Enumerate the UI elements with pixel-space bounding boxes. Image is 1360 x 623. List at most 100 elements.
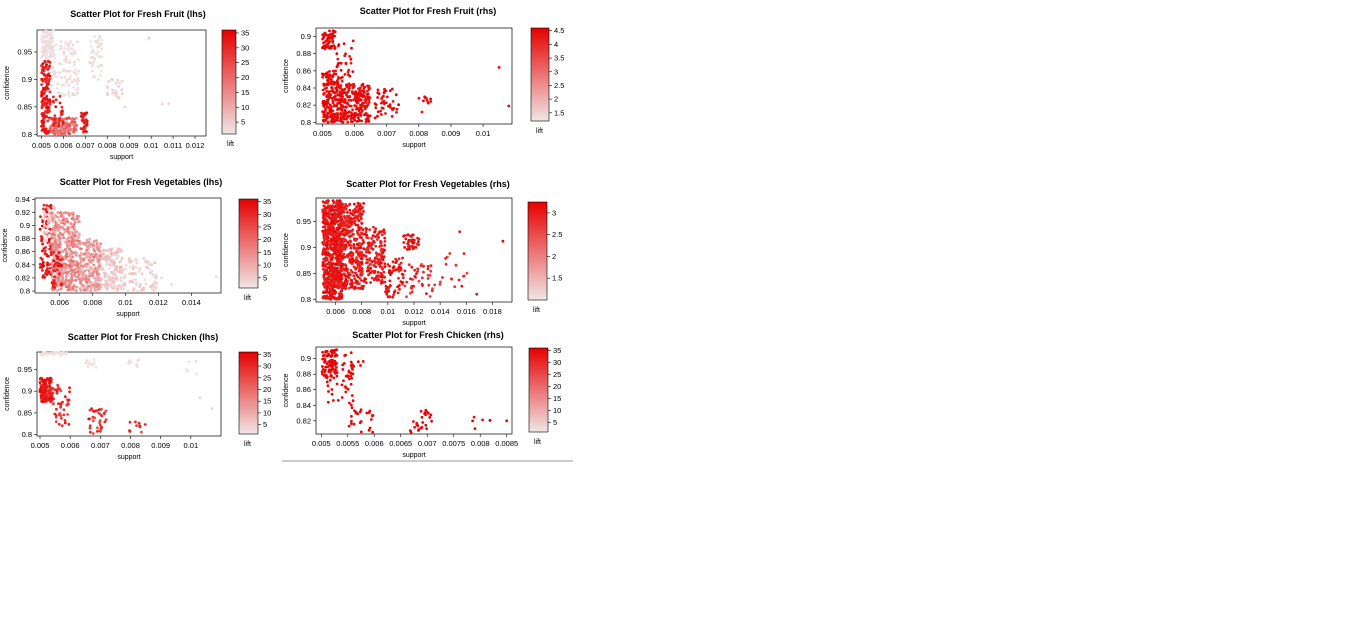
data-point bbox=[321, 357, 324, 361]
data-point bbox=[327, 295, 331, 299]
data-point bbox=[77, 219, 81, 223]
y-axis-label: confidence bbox=[4, 377, 11, 411]
data-point bbox=[64, 55, 68, 59]
data-point bbox=[40, 55, 44, 59]
data-point bbox=[475, 292, 479, 296]
data-point bbox=[376, 260, 380, 264]
data-point bbox=[52, 73, 56, 77]
x-tick-label: 0.0075 bbox=[442, 439, 465, 448]
data-point bbox=[365, 269, 369, 273]
data-point bbox=[50, 271, 53, 275]
data-point bbox=[378, 230, 382, 234]
data-point bbox=[336, 89, 339, 92]
data-point bbox=[402, 234, 405, 238]
data-point bbox=[122, 287, 125, 291]
y-tick-label: 0.8 bbox=[22, 130, 32, 139]
data-point bbox=[344, 353, 347, 357]
x-tick-label: 0.005 bbox=[312, 439, 331, 448]
data-point bbox=[61, 233, 64, 237]
data-point bbox=[104, 256, 108, 259]
data-point bbox=[344, 61, 348, 65]
data-point bbox=[324, 265, 328, 268]
data-point bbox=[368, 251, 371, 255]
data-point bbox=[342, 272, 346, 275]
data-point bbox=[41, 46, 44, 50]
data-point bbox=[214, 275, 218, 278]
data-point bbox=[47, 207, 51, 211]
data-point bbox=[48, 379, 52, 383]
data-point bbox=[39, 215, 42, 219]
data-point bbox=[356, 116, 360, 120]
data-point bbox=[52, 259, 56, 263]
data-point bbox=[62, 218, 65, 222]
data-point bbox=[75, 72, 78, 76]
data-point bbox=[323, 214, 326, 218]
data-point bbox=[334, 94, 337, 98]
data-point bbox=[66, 288, 70, 292]
data-point bbox=[397, 103, 400, 107]
data-point bbox=[109, 283, 113, 287]
legend-tick-label: 5 bbox=[263, 420, 267, 429]
data-point bbox=[338, 274, 342, 277]
data-point bbox=[359, 420, 363, 423]
data-point bbox=[331, 220, 335, 224]
y-tick-label: 0.8 bbox=[20, 287, 30, 296]
data-point bbox=[340, 383, 344, 387]
data-point bbox=[43, 399, 47, 403]
legend-tick-label: 20 bbox=[241, 73, 249, 82]
data-point bbox=[103, 420, 107, 424]
data-point bbox=[57, 422, 61, 426]
data-point bbox=[57, 282, 61, 285]
data-point bbox=[51, 402, 55, 406]
data-point bbox=[325, 380, 329, 384]
data-point bbox=[83, 269, 86, 273]
data-point bbox=[62, 255, 66, 259]
data-point bbox=[332, 237, 336, 240]
data-point bbox=[349, 104, 353, 108]
x-tick-label: 0.005 bbox=[313, 129, 332, 138]
data-point bbox=[350, 113, 354, 117]
data-point bbox=[61, 400, 64, 404]
data-point bbox=[325, 350, 329, 353]
data-point bbox=[331, 351, 335, 355]
data-point bbox=[43, 252, 47, 256]
data-point bbox=[385, 95, 389, 99]
data-point bbox=[321, 72, 324, 76]
data-point bbox=[349, 371, 353, 375]
data-point bbox=[379, 244, 383, 248]
data-point bbox=[96, 65, 100, 68]
y-tick-label: 0.85 bbox=[17, 102, 32, 111]
x-tick-label: 0.018 bbox=[483, 307, 502, 316]
data-point bbox=[38, 227, 42, 231]
data-point bbox=[98, 421, 101, 425]
data-point bbox=[134, 420, 137, 424]
data-point bbox=[67, 47, 71, 51]
data-point bbox=[326, 247, 330, 251]
data-point bbox=[65, 69, 69, 73]
data-point bbox=[115, 257, 119, 260]
data-point bbox=[70, 217, 74, 221]
data-point bbox=[320, 372, 324, 376]
data-point bbox=[343, 267, 347, 271]
data-point bbox=[453, 285, 457, 289]
data-point bbox=[51, 51, 55, 54]
data-point bbox=[86, 262, 90, 266]
x-tick-label: 0.0085 bbox=[495, 439, 518, 448]
data-point bbox=[120, 88, 124, 92]
data-point bbox=[96, 45, 100, 49]
data-point bbox=[92, 58, 96, 62]
data-point bbox=[327, 291, 330, 295]
data-point bbox=[65, 403, 69, 407]
data-point bbox=[97, 286, 101, 290]
data-point bbox=[362, 202, 365, 205]
data-point bbox=[56, 383, 60, 387]
data-point bbox=[72, 63, 76, 66]
data-point bbox=[54, 241, 58, 245]
data-point bbox=[342, 362, 346, 365]
x-tick-label: 0.014 bbox=[182, 298, 201, 307]
data-point bbox=[68, 213, 71, 217]
data-point bbox=[351, 120, 354, 124]
data-point bbox=[65, 80, 69, 83]
data-point bbox=[52, 250, 55, 254]
